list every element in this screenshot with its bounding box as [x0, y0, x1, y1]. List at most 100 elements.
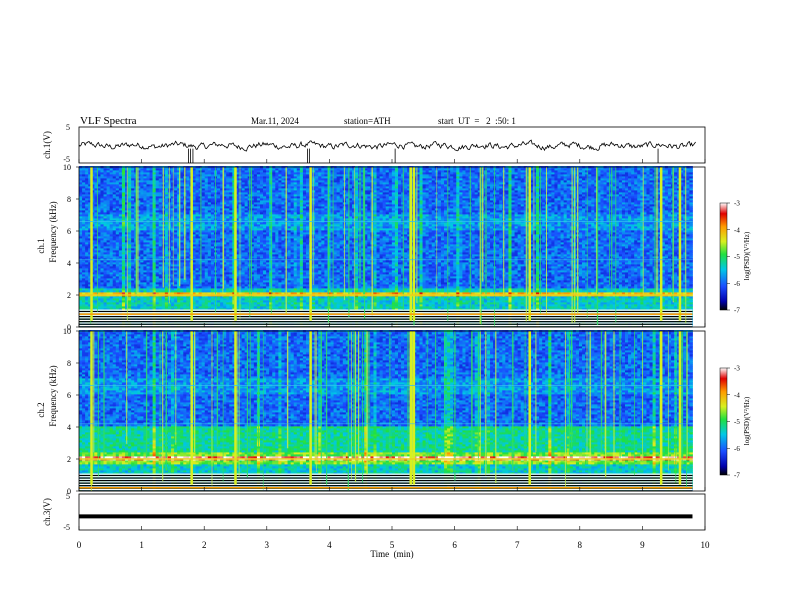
spectrogram-cell — [121, 214, 126, 217]
spectrogram-cell — [186, 272, 190, 275]
spectrogram-cell — [121, 282, 126, 285]
spectrogram-cell — [149, 292, 154, 295]
spectrogram-cell — [103, 190, 108, 193]
spectrogram-cell — [85, 288, 89, 291]
spectrogram-cell — [174, 182, 178, 185]
spectrogram-cell — [94, 232, 98, 235]
spectrogram-cell — [91, 278, 95, 281]
spectrogram-cell — [103, 260, 108, 263]
spectrogram-cell — [140, 268, 144, 271]
spectrogram-cell — [171, 260, 175, 263]
spectrogram-cell — [140, 256, 144, 259]
spectrogram-cell — [152, 228, 157, 231]
spectrogram-cell — [118, 264, 123, 267]
spectrogram-cell — [121, 280, 126, 283]
spectrogram-cell — [94, 304, 98, 307]
spectrogram-cell — [106, 214, 111, 217]
spectrogram-cell — [143, 238, 147, 241]
spectrogram-cell — [195, 302, 200, 305]
spectrogram-cell — [171, 266, 175, 269]
spectrogram-cell — [91, 276, 95, 279]
spectrogram-cell — [155, 230, 160, 233]
spectrogram-cell — [137, 256, 141, 259]
spectrogram-cell — [128, 308, 132, 311]
spectrogram-cell — [164, 286, 169, 289]
spectrogram-cell — [128, 202, 132, 205]
spectrogram-cell — [137, 218, 141, 221]
spectrogram-cell — [88, 238, 92, 241]
spectrogram-cell — [121, 200, 126, 203]
spectrogram-cell — [103, 226, 108, 229]
spectrogram-cell — [94, 262, 98, 265]
spectrogram-cell — [115, 288, 120, 291]
spectrogram-cell — [88, 250, 92, 253]
spectrogram-cell — [152, 304, 157, 307]
spectrogram-cell — [167, 308, 172, 311]
spectrogram-cell — [131, 228, 135, 231]
spectrogram-cell — [106, 260, 111, 263]
spectrogram-cell — [186, 286, 190, 289]
spectrogram-cell — [100, 198, 104, 201]
spectrogram-cell — [131, 306, 135, 309]
spectrogram-cell — [109, 184, 114, 187]
spectrogram-cell — [121, 268, 126, 271]
spectrogram-cell — [146, 210, 150, 213]
spectrogram-cell — [137, 296, 141, 299]
spectrogram-cell — [171, 178, 175, 181]
spectrogram-cell — [137, 274, 141, 277]
spectrogram-cell — [79, 270, 83, 273]
spectrogram-cell — [131, 290, 135, 293]
spectrogram-cell — [149, 202, 154, 205]
spectrogram-cell — [128, 306, 132, 309]
spectrogram-cell — [186, 278, 190, 281]
spectrogram-cell — [121, 228, 126, 231]
spectrogram-cell — [97, 202, 101, 205]
spectrogram-cell — [180, 184, 184, 187]
spectrogram-cell — [180, 236, 184, 239]
spectrogram-cell — [158, 282, 163, 285]
spectrogram-cell — [152, 172, 157, 175]
spectrogram-cell — [125, 284, 129, 287]
spectrogram-cell — [152, 258, 157, 261]
spectrogram-cell — [103, 182, 108, 185]
spectrogram-cell — [164, 244, 169, 247]
spectrogram-cell — [164, 258, 169, 261]
spectrogram-cell — [82, 196, 86, 199]
spectrogram-cell — [82, 184, 86, 187]
spectrogram-cell — [100, 234, 104, 237]
spectrogram-cell — [180, 168, 184, 171]
spectrogram-cell — [100, 292, 104, 295]
spectrogram-cell — [97, 226, 101, 229]
spectrogram-cell — [109, 316, 114, 319]
spectrogram-cell — [149, 234, 154, 237]
spectrogram-cell — [88, 290, 92, 293]
spectrogram-cell — [158, 260, 163, 263]
spectrogram-cell — [106, 250, 111, 253]
spectrogram-cell — [88, 248, 92, 251]
spectrogram-cell — [115, 232, 120, 235]
spectrogram-cell — [131, 224, 135, 227]
spectrogram-cell — [79, 298, 83, 301]
spectrogram-cell — [112, 204, 117, 207]
spectrogram-cell — [146, 244, 150, 247]
spectrogram-cell — [177, 306, 181, 309]
spectrogram-cell — [121, 288, 126, 291]
spectrogram-cell — [103, 174, 108, 177]
spectrogram-cell — [100, 218, 104, 221]
spectrogram-cell — [100, 244, 104, 247]
spectrogram-cell — [109, 268, 114, 271]
spectrogram-cell — [91, 250, 95, 253]
spectrogram-cell — [180, 210, 184, 213]
spectrogram-cell — [118, 218, 123, 221]
spectrogram-cell — [106, 172, 111, 175]
spectrogram-cell — [103, 222, 108, 225]
spectrogram-cell — [177, 236, 181, 239]
spectrogram-cell — [158, 236, 163, 239]
spectrogram-cell — [79, 254, 83, 257]
spectrogram-cell — [140, 232, 144, 235]
spectrogram-cell — [109, 272, 114, 275]
spectrogram-cell — [186, 260, 190, 263]
spectrogram-cell — [88, 182, 92, 185]
spectrogram-cell — [146, 292, 150, 295]
spectrogram-cell — [100, 298, 104, 301]
